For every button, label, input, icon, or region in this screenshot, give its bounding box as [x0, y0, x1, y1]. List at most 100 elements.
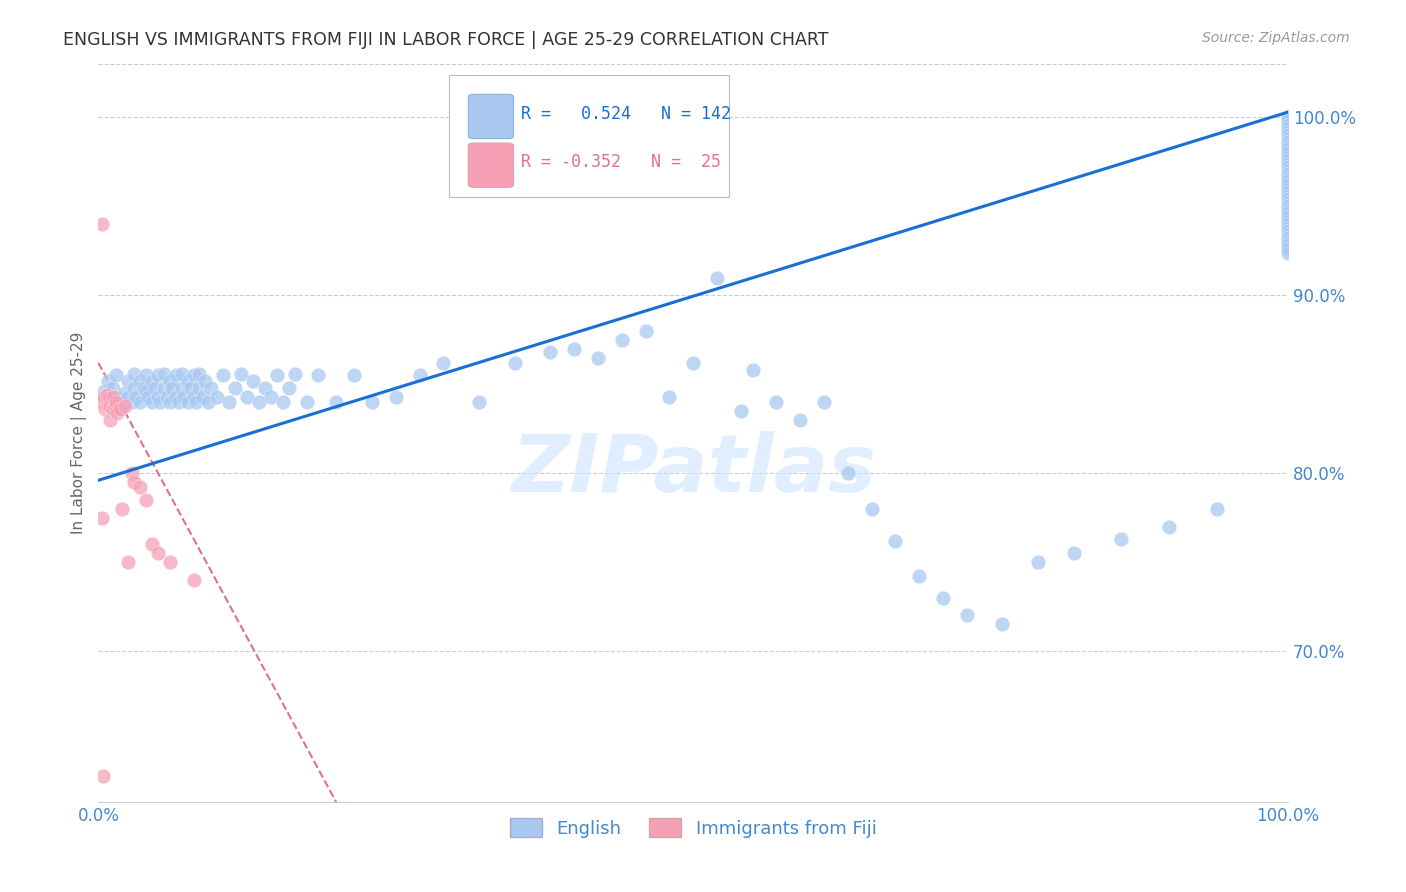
- Point: [432, 356, 454, 370]
- Point: [1277, 111, 1299, 125]
- Point: [224, 381, 246, 395]
- Point: [1277, 206, 1299, 220]
- Point: [991, 617, 1014, 632]
- Point: [1277, 195, 1299, 210]
- Point: [141, 374, 163, 388]
- Point: [1277, 238, 1299, 252]
- Point: [1277, 217, 1299, 231]
- Point: [1277, 139, 1299, 153]
- Point: [149, 395, 172, 409]
- Point: [141, 537, 163, 551]
- Point: [277, 381, 299, 395]
- Point: [101, 381, 124, 395]
- Point: [1277, 199, 1299, 213]
- Point: [260, 390, 283, 404]
- Point: [114, 386, 136, 401]
- Point: [105, 406, 128, 420]
- Point: [610, 333, 633, 347]
- Text: ENGLISH VS IMMIGRANTS FROM FIJI IN LABOR FORCE | AGE 25-29 CORRELATION CHART: ENGLISH VS IMMIGRANTS FROM FIJI IN LABOR…: [63, 31, 828, 49]
- Point: [229, 367, 252, 381]
- Point: [1277, 156, 1299, 170]
- Point: [932, 591, 955, 605]
- Point: [108, 395, 131, 409]
- Point: [236, 390, 259, 404]
- Point: [266, 368, 288, 383]
- Point: [145, 381, 167, 395]
- Point: [159, 395, 181, 409]
- Point: [135, 384, 157, 399]
- Point: [212, 368, 235, 383]
- Point: [538, 345, 561, 359]
- Point: [408, 368, 430, 383]
- Point: [121, 395, 143, 409]
- Point: [837, 466, 859, 480]
- Point: [1277, 235, 1299, 249]
- Point: [860, 501, 883, 516]
- Point: [1277, 224, 1299, 238]
- Point: [1277, 231, 1299, 245]
- Point: [101, 390, 124, 404]
- Point: [682, 356, 704, 370]
- Point: [165, 390, 187, 404]
- Point: [634, 324, 657, 338]
- Point: [183, 368, 205, 383]
- Point: [90, 510, 112, 524]
- Point: [1277, 114, 1299, 128]
- Point: [136, 390, 159, 404]
- Point: [129, 395, 152, 409]
- Point: [658, 390, 681, 404]
- Point: [146, 390, 169, 404]
- Point: [170, 381, 193, 395]
- Point: [135, 368, 157, 383]
- Point: [98, 413, 121, 427]
- Point: [1277, 163, 1299, 178]
- Point: [361, 395, 384, 409]
- Point: [1277, 160, 1299, 174]
- Point: [165, 368, 187, 383]
- Point: [1277, 170, 1299, 185]
- Point: [101, 402, 124, 417]
- Point: [1277, 213, 1299, 227]
- Point: [98, 395, 121, 409]
- Point: [384, 390, 406, 404]
- Point: [1277, 227, 1299, 242]
- Point: [90, 217, 112, 231]
- Point: [146, 368, 169, 383]
- Point: [94, 402, 117, 417]
- Point: [325, 395, 347, 409]
- Point: [105, 390, 128, 404]
- Point: [242, 374, 264, 388]
- Point: [170, 367, 193, 381]
- Point: [1063, 546, 1085, 560]
- Point: [1277, 220, 1299, 235]
- Point: [90, 395, 112, 409]
- Point: [307, 368, 329, 383]
- Text: R = -0.352   N =  25: R = -0.352 N = 25: [520, 153, 721, 171]
- Point: [1277, 185, 1299, 199]
- Point: [200, 381, 222, 395]
- Point: [197, 395, 219, 409]
- Point: [176, 395, 198, 409]
- Point: [152, 367, 174, 381]
- Point: [1277, 118, 1299, 132]
- Point: [194, 374, 217, 388]
- Point: [586, 351, 609, 365]
- Point: [1277, 125, 1299, 139]
- Point: [122, 367, 145, 381]
- Point: [96, 388, 118, 402]
- FancyBboxPatch shape: [468, 95, 513, 138]
- Point: [1277, 111, 1299, 125]
- Point: [122, 475, 145, 489]
- Point: [135, 492, 157, 507]
- Point: [207, 390, 229, 404]
- Point: [562, 342, 585, 356]
- Point: [1277, 153, 1299, 168]
- Point: [93, 390, 115, 404]
- Point: [191, 390, 214, 404]
- Point: [146, 546, 169, 560]
- Point: [173, 390, 195, 404]
- Point: [1277, 132, 1299, 146]
- Point: [247, 395, 270, 409]
- Point: [105, 395, 128, 409]
- Point: [183, 573, 205, 587]
